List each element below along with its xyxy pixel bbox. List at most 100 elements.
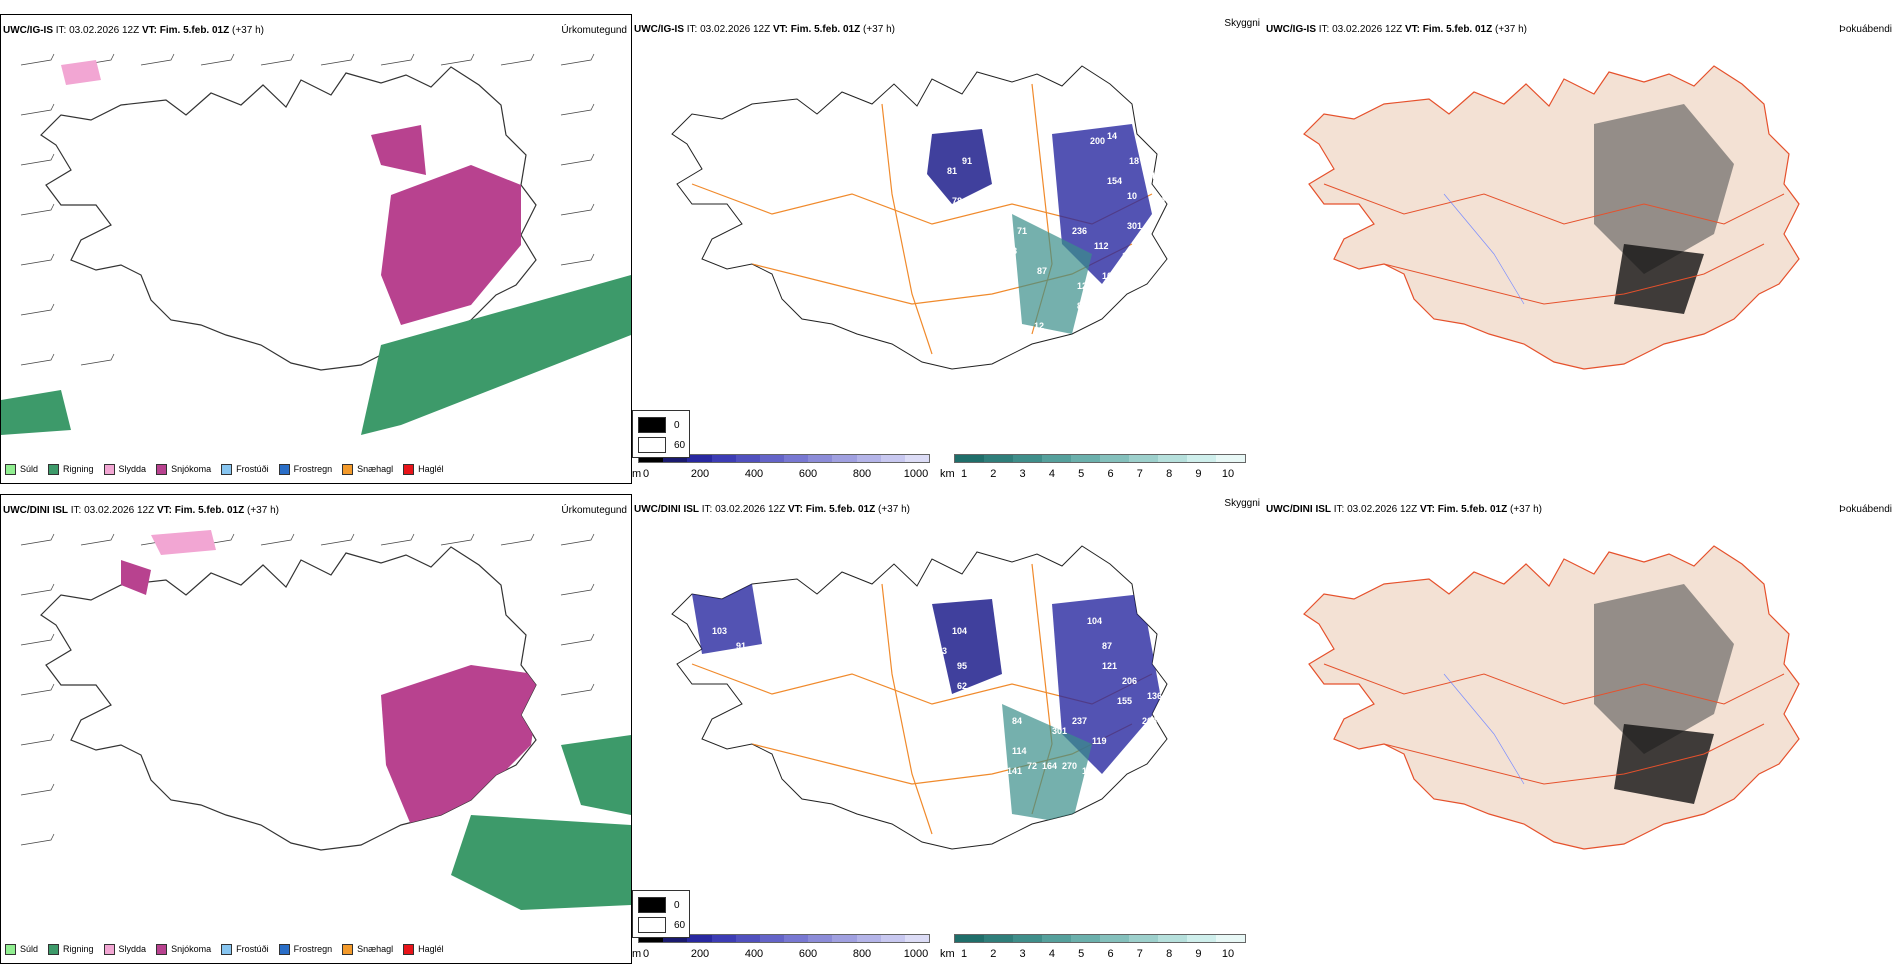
tick-label: 1000 — [903, 468, 929, 480]
legend-item-snow-pellets: Snæhagl — [342, 943, 393, 955]
legend-swatch — [48, 463, 60, 475]
visibility-colorbar: km 1 2 3 4 5 6 7 8 9 10 — [940, 934, 1250, 960]
cloud-legend-row1: 0 60 — [632, 410, 690, 458]
depth-label: 163 — [1002, 271, 1017, 281]
depth-label: 263 — [1142, 716, 1157, 726]
legend-swatch — [342, 943, 354, 955]
legend-item-freezing-rain: Frostregn — [278, 463, 333, 475]
depth-label: 121 — [1102, 661, 1117, 671]
panel-title: Úrkomutegund — [561, 25, 627, 36]
depth-label: 10 — [1127, 191, 1137, 201]
depth-label: 105 — [1102, 271, 1117, 281]
precip-type-panel-row2: UWC/DINI ISL IT: 03.02.2026 12Z VT: Fim.… — [0, 494, 632, 964]
tick-label: 800 — [852, 468, 872, 480]
legend-swatch — [156, 943, 168, 955]
depth-label: 16 — [1137, 756, 1147, 766]
legend-swatch — [278, 463, 290, 475]
river-network — [1443, 673, 1525, 785]
legend-item-snow-pellets: Snæhagl — [342, 463, 393, 475]
snow-area — [121, 560, 151, 595]
tick-label: 5 — [1078, 468, 1085, 480]
legend-swatch — [103, 943, 115, 955]
depth-label: 27 — [977, 236, 987, 246]
vt-value: Fim. 5.feb. 01Z — [1422, 24, 1493, 35]
tick-label: 2 — [990, 468, 997, 480]
snowdepth-area — [692, 584, 762, 654]
lead-time: (+37 h) — [247, 505, 279, 516]
depth-label: 184 — [1122, 251, 1137, 261]
sleet-area — [61, 60, 101, 85]
legend-swatch — [278, 943, 290, 955]
panel-title: Þokuábendi — [1839, 24, 1892, 35]
visibility-area — [1012, 214, 1092, 334]
river-network — [1443, 193, 1525, 305]
depth-label: 87 — [1102, 641, 1112, 651]
tick-label: 3 — [1019, 468, 1026, 480]
depth-label: 78 — [952, 196, 962, 206]
tick-label: 1 — [960, 468, 968, 480]
fog-area — [1614, 244, 1704, 314]
depth-label: 301 — [1127, 221, 1142, 231]
depth-label: 236 — [1072, 226, 1087, 236]
depth-label: 171 — [962, 716, 977, 726]
vt-label: VT: — [156, 505, 172, 516]
legend-item-rain: Rigning — [48, 943, 94, 955]
snowdepth-labels: 159 89 103 91 104 63 95 62 106 171 81 90… — [707, 576, 1162, 776]
legend-label: Haglél — [418, 944, 444, 954]
precip-type-legend: Súld Rigning Slydda Snjókoma Frostúði Fr… — [5, 461, 444, 477]
legend-label: Frostregn — [293, 464, 333, 474]
colorbar-ticks: 0 200 400 600 800 1000 — [643, 468, 928, 480]
legend-label: Haglél — [418, 464, 444, 474]
legend-label: Frostúði — [236, 944, 269, 954]
it-value: 03.02.2026 12Z — [84, 505, 155, 516]
tick-label: 400 — [744, 468, 764, 480]
colorbar-unit: m — [632, 468, 642, 480]
it-value: 03.02.2026 12Z — [715, 504, 786, 515]
model-name: UWC/DINI ISL — [634, 504, 699, 515]
legend-label: Súld — [20, 464, 39, 474]
colorbar-swatches — [954, 934, 1246, 943]
depth-label: 24 — [1145, 171, 1155, 181]
depth-label: 72 — [1027, 761, 1037, 771]
model-name: UWC/DINI ISL — [3, 505, 68, 516]
panel-header: UWC/DINI ISL IT: 03.02.2026 12Z VT: Fim.… — [3, 505, 627, 517]
depth-label: 14 — [1107, 131, 1117, 141]
it-label: IT: — [1333, 504, 1345, 515]
legend-label: Slydda — [118, 944, 147, 954]
legend-label: Snjókoma — [171, 944, 212, 954]
depth-label: 81 — [922, 746, 932, 756]
cloud-legend-dark: 0 — [638, 897, 680, 913]
depth-label: 112 — [1094, 241, 1109, 251]
legend-item-sleet: Slydda — [103, 463, 146, 475]
tick-label: 6 — [1107, 468, 1114, 480]
depth-label: 63 — [937, 646, 947, 656]
fog-index-map — [1303, 545, 1800, 850]
lead-time: (+37 h) — [232, 25, 264, 36]
precip-type-map — [1, 53, 631, 435]
legend-swatch — [5, 943, 16, 955]
depth-label: 85 — [1077, 301, 1087, 311]
colorbar-ticks: 1 2 3 4 5 6 7 8 9 10 — [960, 468, 1234, 480]
legend-item-freezing-drizzle: Frostúði — [221, 463, 269, 475]
depth-label: 87 — [1037, 266, 1047, 276]
precip-type-legend: Súld Rigning Slydda Snjókoma Frostúði Fr… — [5, 941, 444, 957]
depth-label: 106 — [977, 696, 992, 706]
snow-area — [381, 665, 536, 825]
colorbar-swatches — [638, 934, 930, 943]
rain-area — [451, 815, 631, 910]
cloud-legend-dark: 0 — [638, 417, 680, 433]
it-value: 03.02.2026 12Z — [69, 25, 140, 36]
legend-swatch — [403, 463, 415, 475]
depth-label: 108 — [972, 201, 987, 211]
lead-time: (+37 h) — [1510, 504, 1542, 515]
fog-area — [1594, 104, 1734, 274]
tick-label: 10 — [1221, 468, 1235, 480]
legend-swatch — [48, 943, 60, 955]
legend-label: Frostúði — [236, 464, 269, 474]
vt-value: Fim. 5.feb. 01Z — [1437, 504, 1508, 515]
visibility-map: 159 89 103 91 104 63 95 62 106 171 81 90… — [671, 545, 1168, 850]
depth-label: 114 — [1012, 746, 1027, 756]
legend-item-hail: Haglél — [403, 943, 444, 955]
vt-label: VT: — [141, 25, 157, 36]
legend-label: Rigning — [63, 944, 94, 954]
